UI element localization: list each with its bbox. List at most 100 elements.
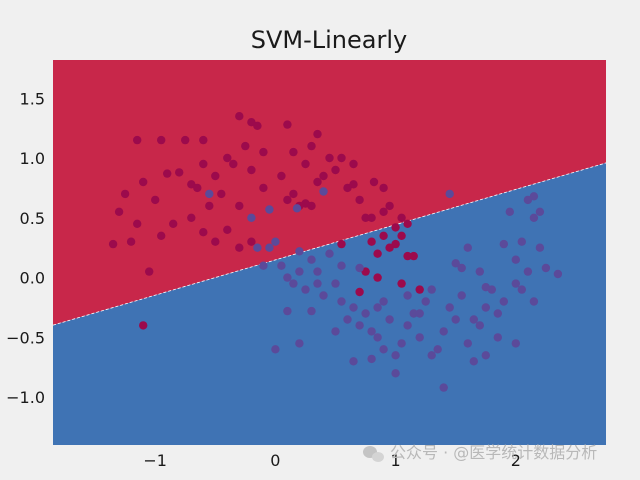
data-point-class-0 (211, 171, 220, 181)
data-point-class-0 (373, 273, 382, 282)
data-point-class-1 (499, 297, 508, 306)
data-point-class-1 (553, 269, 563, 279)
data-point-class-1 (205, 189, 214, 199)
data-point-class-1 (265, 205, 274, 214)
data-point-class-1 (319, 291, 328, 300)
data-point-class-1 (511, 339, 520, 348)
data-point-class-0 (289, 189, 298, 199)
data-point-class-1 (283, 273, 292, 282)
data-point-class-0 (325, 153, 334, 163)
data-point-class-1 (469, 315, 478, 324)
data-point-class-1 (475, 321, 484, 330)
data-point-class-1 (481, 303, 490, 312)
data-point-class-0 (379, 231, 388, 240)
data-point-class-0 (369, 177, 379, 187)
data-point-class-0 (385, 201, 394, 211)
data-point-class-0 (403, 251, 412, 261)
data-point-class-1 (313, 279, 322, 288)
y-tick-label: 1.0 (20, 149, 45, 168)
data-point-class-0 (181, 135, 190, 145)
watermark-text: 公众号 · @医学统计数据分析 (390, 443, 597, 462)
chart-title: SVM-Linearly (251, 26, 407, 54)
data-point-class-0 (169, 219, 178, 228)
data-point-class-1 (325, 249, 334, 258)
data-point-class-1 (415, 333, 424, 342)
data-point-class-0 (277, 171, 286, 181)
data-point-class-0 (199, 159, 208, 169)
data-point-class-1 (457, 291, 466, 300)
data-point-class-0 (211, 237, 220, 246)
y-tick-label: 0.5 (20, 209, 45, 228)
data-point-class-0 (331, 165, 340, 175)
data-point-class-0 (385, 243, 394, 252)
data-point-class-1 (511, 279, 520, 288)
data-point-class-0 (301, 159, 310, 169)
data-point-class-0 (217, 189, 226, 199)
data-point-class-1 (427, 285, 436, 294)
data-point-class-1 (379, 345, 388, 354)
data-point-class-0 (187, 213, 196, 222)
data-point-class-1 (523, 267, 533, 276)
data-point-class-0 (223, 225, 232, 234)
data-point-class-1 (505, 207, 514, 216)
x-tick-label: −1 (143, 451, 167, 470)
data-point-class-0 (367, 213, 376, 222)
decision-region-class-1 (53, 162, 606, 445)
data-point-class-0 (193, 183, 202, 193)
wechat-icon (363, 446, 384, 462)
data-point-class-1 (367, 327, 376, 336)
data-point-class-1 (349, 357, 358, 366)
data-point-class-1 (307, 255, 316, 264)
data-point-class-1 (541, 263, 551, 273)
data-point-class-0 (337, 153, 346, 163)
data-point-class-1 (463, 339, 472, 348)
watermark: 公众号 · @医学统计数据分析 (363, 443, 597, 462)
data-point-class-0 (199, 135, 208, 145)
data-point-class-0 (283, 195, 292, 205)
y-tick-label: −1.0 (6, 388, 45, 407)
data-point-class-1 (427, 351, 436, 360)
data-point-class-0 (229, 159, 238, 169)
data-point-class-1 (451, 259, 460, 268)
data-point-class-1 (349, 303, 358, 312)
data-point-class-1 (481, 283, 490, 292)
data-point-class-0 (397, 279, 406, 288)
data-point-class-1 (445, 303, 454, 312)
data-point-class-0 (157, 231, 166, 240)
data-point-class-1 (475, 267, 484, 276)
data-point-class-0 (403, 219, 412, 228)
data-point-class-0 (157, 135, 166, 145)
data-point-class-1 (517, 237, 526, 246)
data-point-class-0 (307, 141, 316, 151)
data-point-class-0 (133, 135, 142, 145)
data-point-class-1 (313, 267, 322, 276)
data-point-class-0 (397, 213, 406, 222)
x-tick-label: 2 (511, 451, 521, 470)
data-point-class-1 (421, 297, 430, 306)
data-point-class-1 (499, 239, 508, 249)
data-point-class-0 (253, 121, 262, 130)
data-point-class-1 (295, 339, 304, 348)
data-point-class-0 (319, 171, 328, 181)
data-point-class-1 (535, 243, 545, 252)
data-point-class-0 (163, 169, 172, 178)
data-point-class-0 (259, 147, 268, 157)
data-point-class-0 (120, 189, 130, 199)
y-tick-label: 1.5 (20, 89, 45, 108)
data-point-class-1 (367, 354, 376, 364)
data-point-class-0 (355, 195, 364, 205)
data-point-class-1 (361, 309, 370, 318)
data-point-class-1 (343, 315, 352, 324)
data-point-class-1 (271, 345, 280, 354)
data-point-class-0 (247, 165, 256, 175)
x-tick-label: 0 (270, 451, 280, 470)
data-point-class-0 (151, 195, 160, 205)
decision-boundary-line (53, 162, 606, 326)
data-point-class-1 (373, 333, 382, 342)
y-tick-label: 0.0 (20, 269, 45, 288)
data-point-class-1 (265, 243, 274, 252)
data-point-class-1 (445, 189, 454, 199)
scatter-points (108, 112, 563, 392)
data-point-class-1 (319, 187, 328, 196)
